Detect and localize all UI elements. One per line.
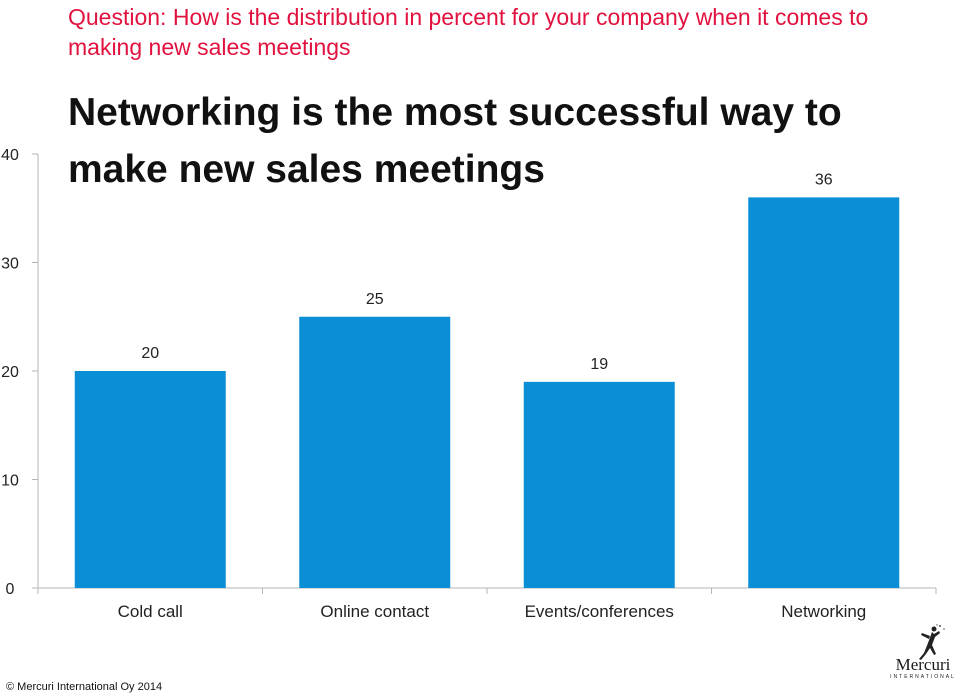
- data-label: 25: [366, 291, 384, 308]
- bar: [748, 197, 900, 588]
- category-label: Events/conferences: [525, 602, 674, 621]
- logo-subtext: INTERNATIONAL: [890, 674, 956, 680]
- bar: [523, 381, 675, 588]
- data-label: 36: [815, 171, 833, 188]
- chart-headline: Networking is the most successful way to…: [68, 91, 842, 191]
- y-tick-label: 10: [1, 473, 19, 490]
- category-label: Online contact: [320, 602, 429, 621]
- y-tick-label: 40: [1, 147, 19, 164]
- data-label: 20: [141, 345, 159, 362]
- category-label: Cold call: [118, 602, 183, 621]
- copyright-text: © Mercuri International Oy 2014: [6, 681, 163, 693]
- bar: [299, 316, 451, 588]
- bar: [74, 371, 226, 588]
- question-text: Question: How is the distribution in per…: [68, 4, 869, 60]
- y-tick-label: 20: [1, 364, 19, 381]
- y-tick-label: 30: [1, 256, 19, 273]
- data-label: 19: [590, 356, 608, 373]
- category-label: Networking: [781, 602, 866, 621]
- y-tick-label: 0: [6, 581, 15, 598]
- mercuri-figure-logo-icon: [919, 624, 945, 660]
- logo-wordmark: Mercuri: [895, 655, 951, 674]
